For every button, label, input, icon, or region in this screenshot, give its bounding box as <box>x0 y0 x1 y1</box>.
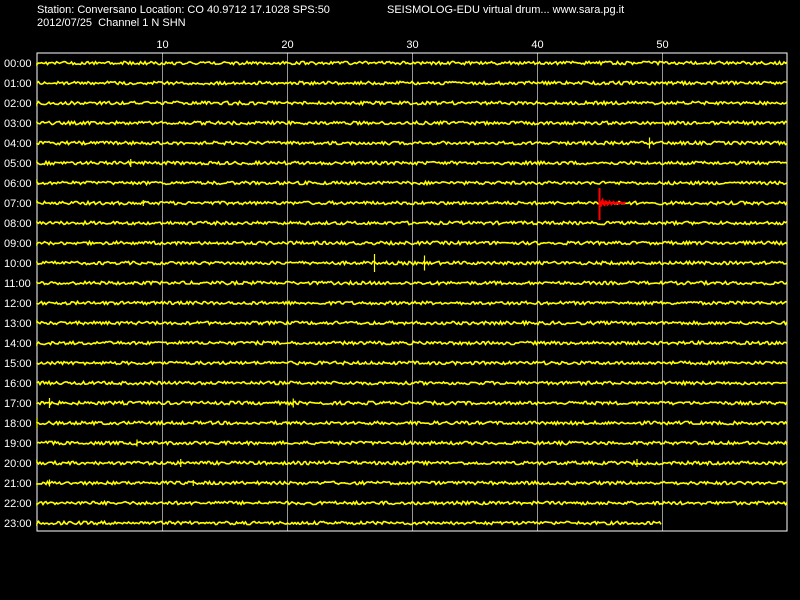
trace-0200 <box>36 99 788 107</box>
hour-label: 09:00 <box>4 238 32 250</box>
hour-label: 18:00 <box>4 418 32 430</box>
station-info: Station: Conversano Location: CO 40.9712… <box>37 4 330 16</box>
hour-label: 20:00 <box>4 458 32 470</box>
trace-0100 <box>36 79 788 87</box>
x-tick-label: 20 <box>281 39 293 51</box>
x-tick-label: 50 <box>656 39 668 51</box>
hour-label: 12:00 <box>4 298 32 310</box>
hour-label: 16:00 <box>4 378 32 390</box>
trace-1000 <box>36 259 788 267</box>
hour-label: 15:00 <box>4 358 32 370</box>
hour-label: 21:00 <box>4 478 32 490</box>
date-channel-info: 2012/07/25 Channel 1 N SHN <box>37 17 186 29</box>
hour-label: 19:00 <box>4 438 32 450</box>
trace-2100 <box>36 479 788 487</box>
x-tick-label: 40 <box>531 39 543 51</box>
hour-label: 23:00 <box>4 518 32 530</box>
hour-label: 10:00 <box>4 258 32 270</box>
hour-label: 05:00 <box>4 158 32 170</box>
seismic-event-trace <box>598 197 626 207</box>
trace-1300 <box>36 319 788 327</box>
trace-1600 <box>36 379 788 387</box>
hour-label: 01:00 <box>4 78 32 90</box>
trace-1800 <box>36 419 788 427</box>
hour-label: 00:00 <box>4 58 32 70</box>
program-title: SEISMOLOG-EDU virtual drum... www.sara.p… <box>387 4 625 16</box>
hour-label: 06:00 <box>4 178 32 190</box>
hour-label: 22:00 <box>4 498 32 510</box>
hour-label: 07:00 <box>4 198 32 210</box>
trace-1100 <box>36 279 788 287</box>
trace-2300 <box>36 519 662 527</box>
trace-1400 <box>36 339 788 347</box>
trace-0600 <box>36 179 788 187</box>
trace-0700 <box>36 199 788 207</box>
trace-0400 <box>36 139 788 147</box>
x-tick-label: 10 <box>156 39 168 51</box>
x-tick-label: 30 <box>406 39 418 51</box>
trace-0800 <box>36 219 788 227</box>
trace-2200 <box>36 499 788 507</box>
plot-frame <box>36 52 788 532</box>
hour-label: 02:00 <box>4 98 32 110</box>
trace-2000 <box>36 459 788 467</box>
hour-label: 03:00 <box>4 118 32 130</box>
trace-1200 <box>36 299 788 307</box>
trace-0300 <box>36 119 788 127</box>
hour-label: 04:00 <box>4 138 32 150</box>
trace-1500 <box>36 360 788 367</box>
trace-0500 <box>36 159 788 167</box>
hour-label: 14:00 <box>4 338 32 350</box>
hour-label: 11:00 <box>4 278 31 290</box>
trace-0000 <box>36 59 788 67</box>
hour-label: 17:00 <box>4 398 32 410</box>
hour-label: 13:00 <box>4 318 32 330</box>
hour-label: 08:00 <box>4 218 32 230</box>
trace-1700 <box>36 399 788 407</box>
trace-0900 <box>36 239 788 247</box>
trace-1900 <box>36 439 788 447</box>
